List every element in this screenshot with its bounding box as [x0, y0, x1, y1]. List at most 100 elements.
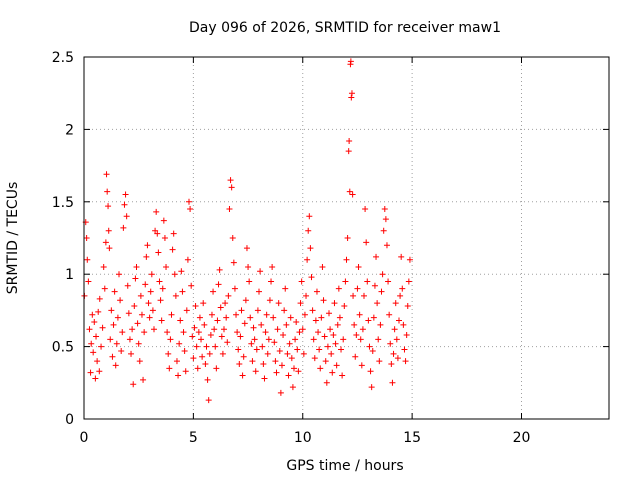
data-point [160, 217, 167, 224]
y-tick-label: 1 [65, 267, 74, 283]
data-point [145, 300, 152, 307]
data-point [194, 365, 201, 372]
data-point [146, 314, 153, 321]
data-point [211, 326, 218, 333]
data-point [306, 213, 313, 220]
data-point [178, 268, 185, 275]
data-point [238, 307, 245, 314]
data-point [361, 292, 367, 299]
data-point [208, 311, 215, 318]
data-point [333, 362, 340, 369]
data-point [282, 285, 289, 292]
data-point [283, 321, 290, 328]
data-point [318, 314, 325, 321]
data-point [295, 368, 302, 375]
data-point [344, 235, 351, 241]
data-point [201, 321, 208, 328]
data-point [110, 321, 117, 328]
data-point [90, 349, 97, 356]
data-point [164, 329, 171, 336]
data-point [286, 340, 293, 347]
data-point [405, 278, 412, 285]
data-point [116, 271, 122, 278]
y-tick-label: 0.5 [52, 340, 74, 356]
data-point [303, 292, 310, 299]
data-point [316, 346, 323, 353]
data-point [155, 249, 162, 256]
data-point [387, 340, 394, 347]
x-tick-label: 20 [513, 430, 531, 446]
data-point [370, 314, 377, 321]
data-point [368, 384, 375, 391]
data-point [326, 310, 332, 317]
data-point [245, 263, 252, 270]
data-point [351, 321, 358, 328]
data-point [137, 292, 144, 299]
data-point [383, 242, 390, 249]
data-point [85, 278, 92, 285]
data-point [168, 311, 175, 318]
data-point [131, 303, 138, 310]
data-point [304, 256, 311, 263]
data-point [107, 336, 114, 343]
data-point [101, 285, 108, 292]
data-point [346, 188, 353, 195]
data-point [243, 245, 250, 252]
data-point [171, 271, 178, 278]
data-point [369, 347, 376, 354]
data-point [353, 332, 360, 339]
data-point [177, 317, 184, 324]
y-tick-label: 2.5 [52, 50, 74, 66]
data-point [179, 288, 186, 295]
data-point [227, 177, 234, 184]
data-point [378, 288, 385, 295]
data-point [308, 274, 315, 281]
data-point [98, 343, 105, 350]
data-point [147, 288, 154, 295]
data-point [340, 336, 347, 343]
data-point [352, 353, 359, 360]
data-point [228, 184, 235, 191]
x-tick-label: 10 [294, 430, 312, 446]
data-point [293, 318, 300, 325]
data-point [350, 292, 357, 299]
data-point [140, 376, 147, 383]
data-point [229, 235, 236, 241]
data-point [287, 314, 294, 321]
data-point [241, 320, 248, 327]
data-point [148, 271, 155, 278]
data-point [398, 253, 405, 260]
data-point [119, 329, 126, 336]
x-tick-label: 15 [403, 430, 421, 446]
data-point [224, 339, 231, 346]
data-point [105, 203, 112, 210]
data-point [348, 90, 355, 97]
data-point [401, 346, 408, 353]
data-point [358, 362, 365, 369]
data-point [138, 311, 145, 318]
data-point [123, 213, 130, 220]
data-point [92, 375, 99, 382]
y-tick-label: 2 [65, 122, 74, 138]
data-point [373, 253, 380, 260]
data-point [334, 321, 341, 328]
data-point [354, 285, 361, 292]
data-point [117, 297, 124, 304]
data-point [390, 350, 397, 357]
data-point [120, 224, 127, 231]
data-point [167, 336, 174, 343]
data-point [377, 321, 384, 328]
data-point [189, 333, 196, 340]
data-point [188, 282, 195, 289]
data-point [196, 314, 203, 321]
data-point [108, 307, 115, 314]
data-point [199, 353, 206, 360]
data-point [403, 332, 410, 339]
data-point [169, 246, 176, 253]
data-point [375, 336, 382, 343]
data-point [301, 311, 308, 318]
data-point [262, 329, 269, 336]
data-point [184, 256, 191, 263]
data-point [381, 206, 388, 213]
data-point [102, 239, 109, 246]
